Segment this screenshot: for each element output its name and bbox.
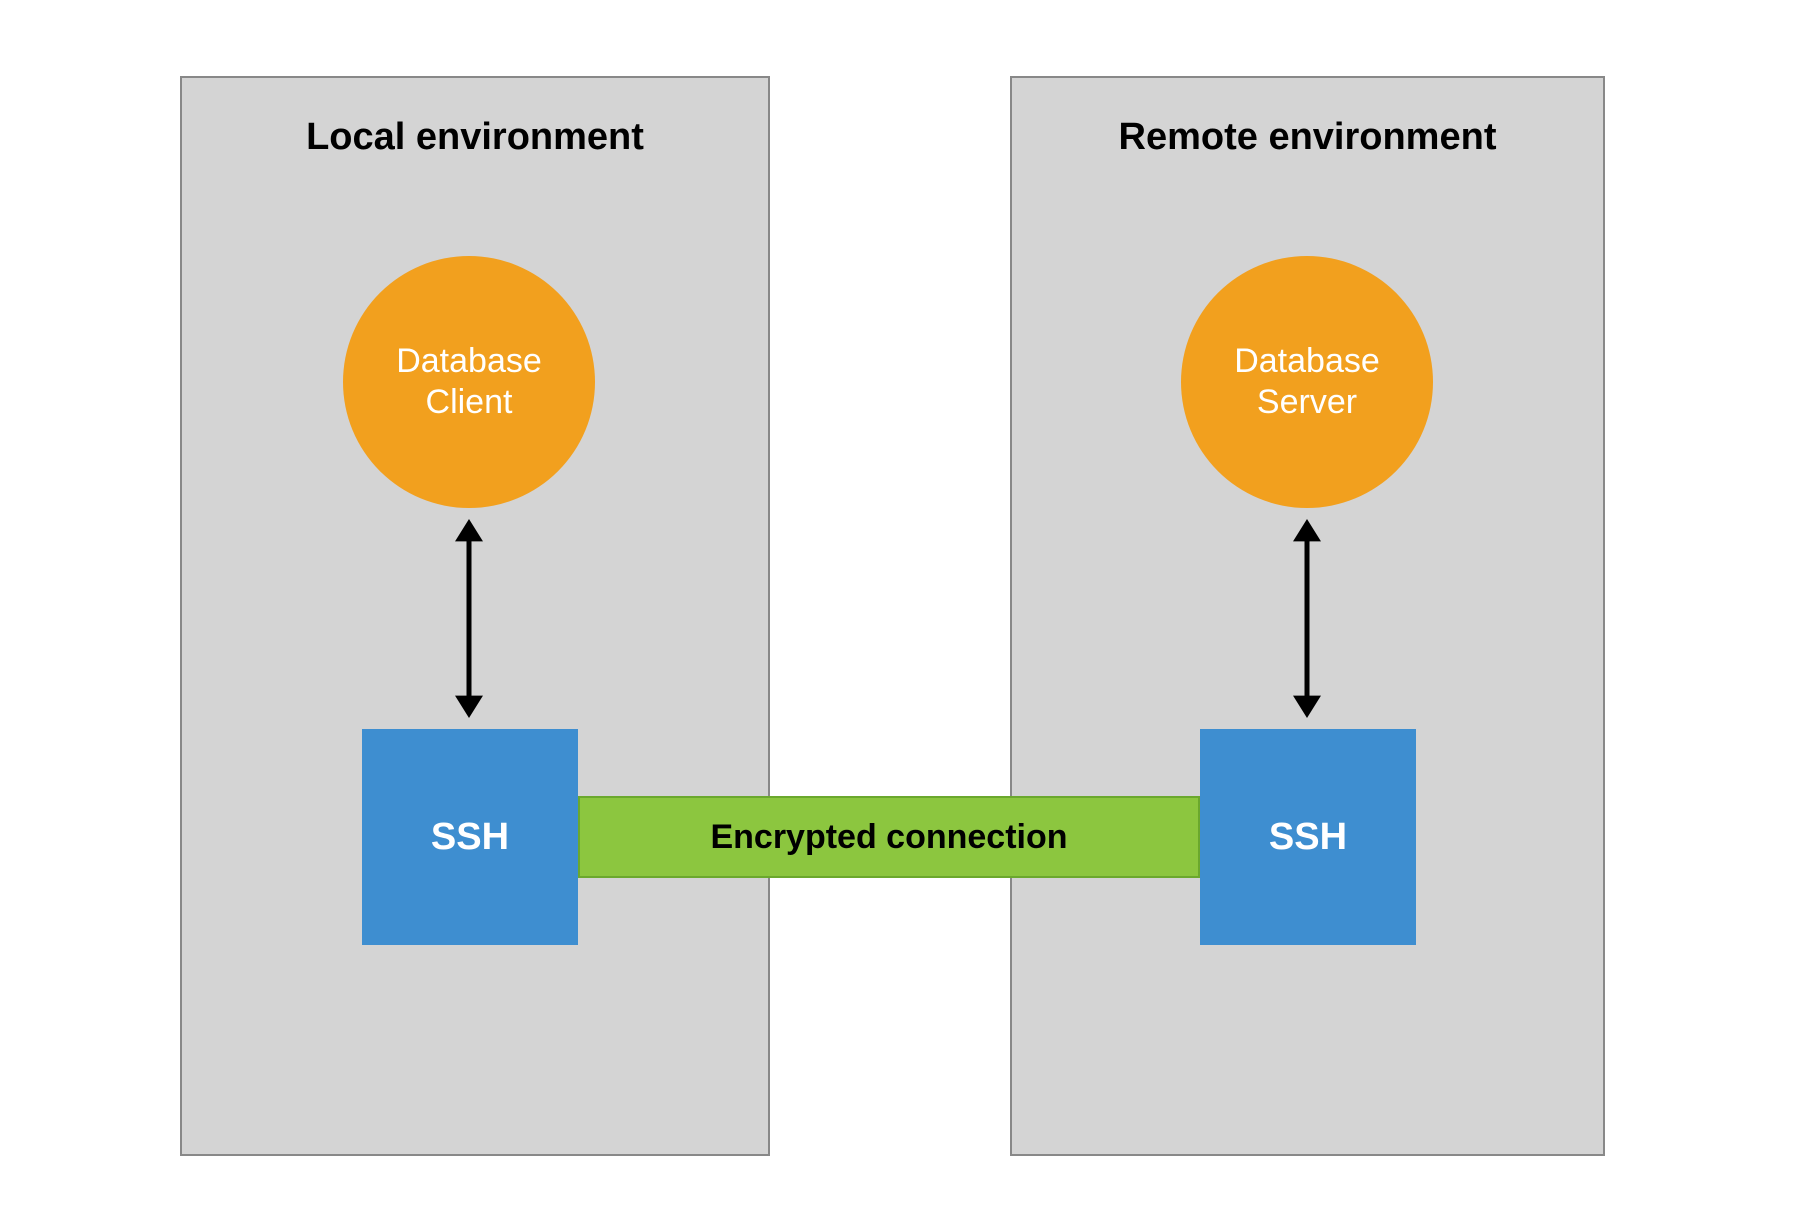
- ssh-right-label: SSH: [1269, 816, 1347, 859]
- double-arrow-left: [449, 519, 489, 718]
- database-server-node: Database Server: [1181, 256, 1433, 508]
- remote-env-title: Remote environment: [1012, 116, 1603, 159]
- database-client-label: Database Client: [396, 341, 542, 423]
- encrypted-connection-bar: Encrypted connection: [578, 796, 1200, 878]
- ssh-left-label: SSH: [431, 816, 509, 859]
- diagram-container: Local environment Remote environment Enc…: [0, 0, 1808, 1232]
- encrypted-connection-label: Encrypted connection: [710, 818, 1067, 857]
- database-client-node: Database Client: [343, 256, 595, 508]
- local-env-title: Local environment: [182, 116, 768, 159]
- ssh-left-node: SSH: [362, 729, 578, 945]
- database-server-label: Database Server: [1234, 341, 1380, 423]
- double-arrow-right: [1287, 519, 1327, 718]
- ssh-right-node: SSH: [1200, 729, 1416, 945]
